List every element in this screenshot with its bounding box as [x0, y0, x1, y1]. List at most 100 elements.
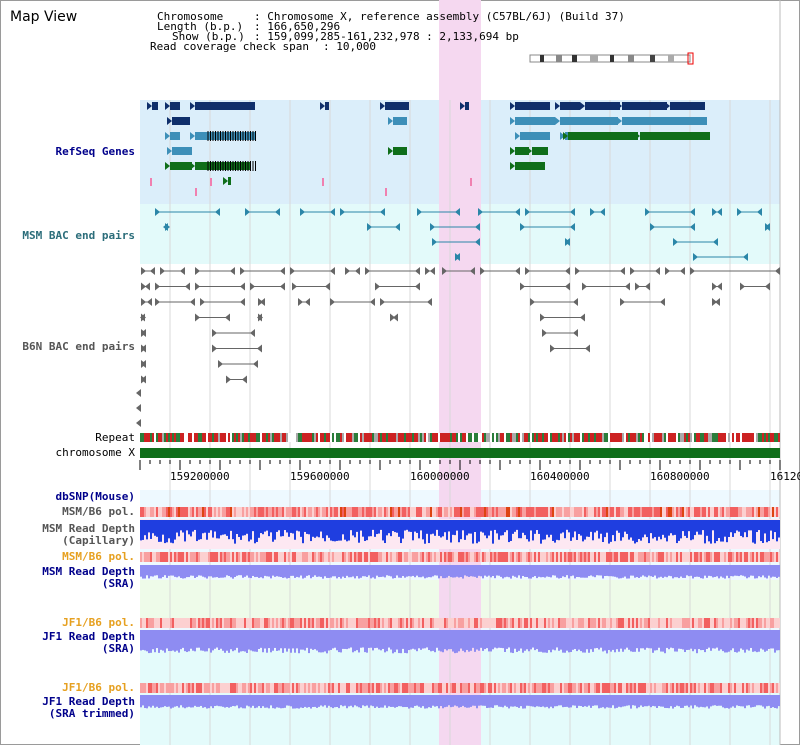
read-depth-bar — [232, 695, 234, 707]
chromosome-bar — [140, 448, 780, 458]
read-depth-bar — [596, 695, 598, 706]
track-label-msm-depth-cap-1[interactable]: MSM Read Depth — [42, 522, 135, 535]
read-depth-bar — [148, 630, 150, 654]
polymorphism-cell — [696, 507, 698, 517]
repeat-element — [324, 433, 326, 442]
read-depth-bar — [412, 695, 414, 708]
read-depth-bar — [482, 695, 484, 706]
track-label-dbsnp[interactable]: dbSNP(Mouse) — [55, 490, 135, 503]
track-label-msm-b6-pol-1[interactable]: MSM/B6 pol. — [62, 505, 135, 518]
read-depth-bar — [200, 520, 202, 540]
track-label-refseq[interactable]: RefSeq Genes — [55, 145, 135, 158]
repeat-element — [470, 433, 472, 442]
polymorphism-cell — [388, 552, 390, 562]
read-depth-bar — [314, 565, 316, 576]
gene-strand-arrow — [388, 117, 393, 125]
bac-end-marker — [370, 298, 375, 306]
track-label-msm-b6-pol-2[interactable]: MSM/B6 pol. — [62, 550, 135, 563]
polymorphism-cell — [188, 618, 190, 628]
read-depth-bar — [564, 520, 566, 539]
polymorphism-cell — [154, 618, 156, 628]
polymorphism-cell — [182, 552, 184, 562]
read-depth-bar — [480, 630, 482, 648]
polymorphism-cell — [152, 618, 154, 628]
read-depth-bar — [562, 630, 564, 653]
read-depth-bar — [172, 520, 174, 544]
track-label-b6n-bac[interactable]: B6N BAC end pairs — [22, 340, 135, 353]
polymorphism-cell — [698, 507, 700, 517]
read-depth-bar — [210, 565, 212, 577]
read-depth-bar — [604, 520, 606, 538]
read-depth-bar — [620, 520, 622, 541]
read-depth-bar — [618, 695, 620, 707]
polymorphism-cell — [656, 618, 658, 628]
read-depth-bar — [502, 520, 504, 536]
read-depth-bar — [180, 630, 182, 650]
polymorphism-cell — [370, 618, 372, 628]
polymorphism-cell — [308, 507, 310, 517]
polymorphism-cell — [670, 507, 672, 517]
read-depth-bar — [598, 565, 600, 576]
polymorphism-cell — [752, 552, 754, 562]
read-depth-bar — [178, 520, 180, 537]
repeat-element — [662, 433, 664, 442]
polymorphism-cell — [590, 507, 592, 517]
polymorphism-cell — [300, 552, 302, 562]
read-depth-bar — [632, 565, 634, 576]
bac-end-marker — [325, 282, 330, 291]
repeat-element — [616, 433, 618, 442]
read-depth-bar — [522, 695, 524, 709]
polymorphism-cell — [218, 618, 220, 628]
polymorphism-cell — [176, 618, 178, 628]
polymorphism-cell — [164, 552, 166, 562]
polymorphism-cell — [544, 683, 546, 693]
polymorphism-cell — [284, 618, 286, 628]
polymorphism-cell — [332, 683, 334, 693]
polymorphism-cell — [572, 507, 574, 517]
read-depth-bar — [274, 695, 276, 709]
read-depth-bar — [380, 630, 382, 651]
polymorphism-cell — [630, 683, 632, 693]
read-depth-bar — [594, 520, 596, 533]
polymorphism-cell — [364, 552, 366, 562]
track-label-jf1-depth-sra-1[interactable]: JF1 Read Depth — [42, 630, 135, 643]
bac-end-marker — [565, 238, 570, 246]
polymorphism-cell — [546, 683, 548, 693]
repeat-element — [260, 433, 262, 442]
read-depth-bar — [360, 695, 362, 709]
polymorphism-cell — [642, 618, 644, 628]
read-depth-bar — [748, 695, 750, 706]
polymorphism-cell — [546, 618, 548, 628]
polymorphism-cell — [534, 507, 536, 517]
read-depth-bar — [634, 520, 636, 544]
read-depth-bar — [250, 565, 252, 579]
read-depth-bar — [700, 695, 702, 707]
polymorphism-cell — [694, 507, 696, 517]
read-depth-bar — [602, 520, 604, 543]
polymorphism-cell — [266, 507, 268, 517]
track-label-jf1-b6-pol-1[interactable]: JF1/B6 pol. — [62, 616, 135, 629]
read-depth-bar — [742, 520, 744, 538]
read-depth-bar — [420, 630, 422, 650]
polymorphism-cell — [482, 618, 484, 628]
read-depth-bar — [188, 565, 190, 578]
track-label-msm-depth-sra-1[interactable]: MSM Read Depth — [42, 565, 135, 578]
track-label-jf1-depth-trim-1[interactable]: JF1 Read Depth — [42, 695, 135, 708]
read-depth-bar — [474, 695, 476, 706]
polymorphism-cell — [762, 683, 764, 693]
read-depth-bar — [654, 520, 656, 538]
read-depth-bar — [356, 520, 358, 532]
bac-end-marker — [430, 267, 435, 275]
read-depth-bar — [262, 630, 264, 653]
read-depth-bar — [432, 630, 434, 651]
polymorphism-cell — [350, 618, 352, 628]
read-depth-bar — [722, 520, 724, 542]
polymorphism-cell — [580, 552, 582, 562]
track-label-msm-bac[interactable]: MSM BAC end pairs — [22, 229, 135, 242]
polymorphism-cell — [722, 618, 724, 628]
polymorphism-cell — [472, 618, 474, 628]
polymorphism-cell — [586, 683, 588, 693]
track-label-jf1-b6-pol-2[interactable]: JF1/B6 pol. — [62, 681, 135, 694]
polymorphism-cell — [532, 507, 534, 517]
